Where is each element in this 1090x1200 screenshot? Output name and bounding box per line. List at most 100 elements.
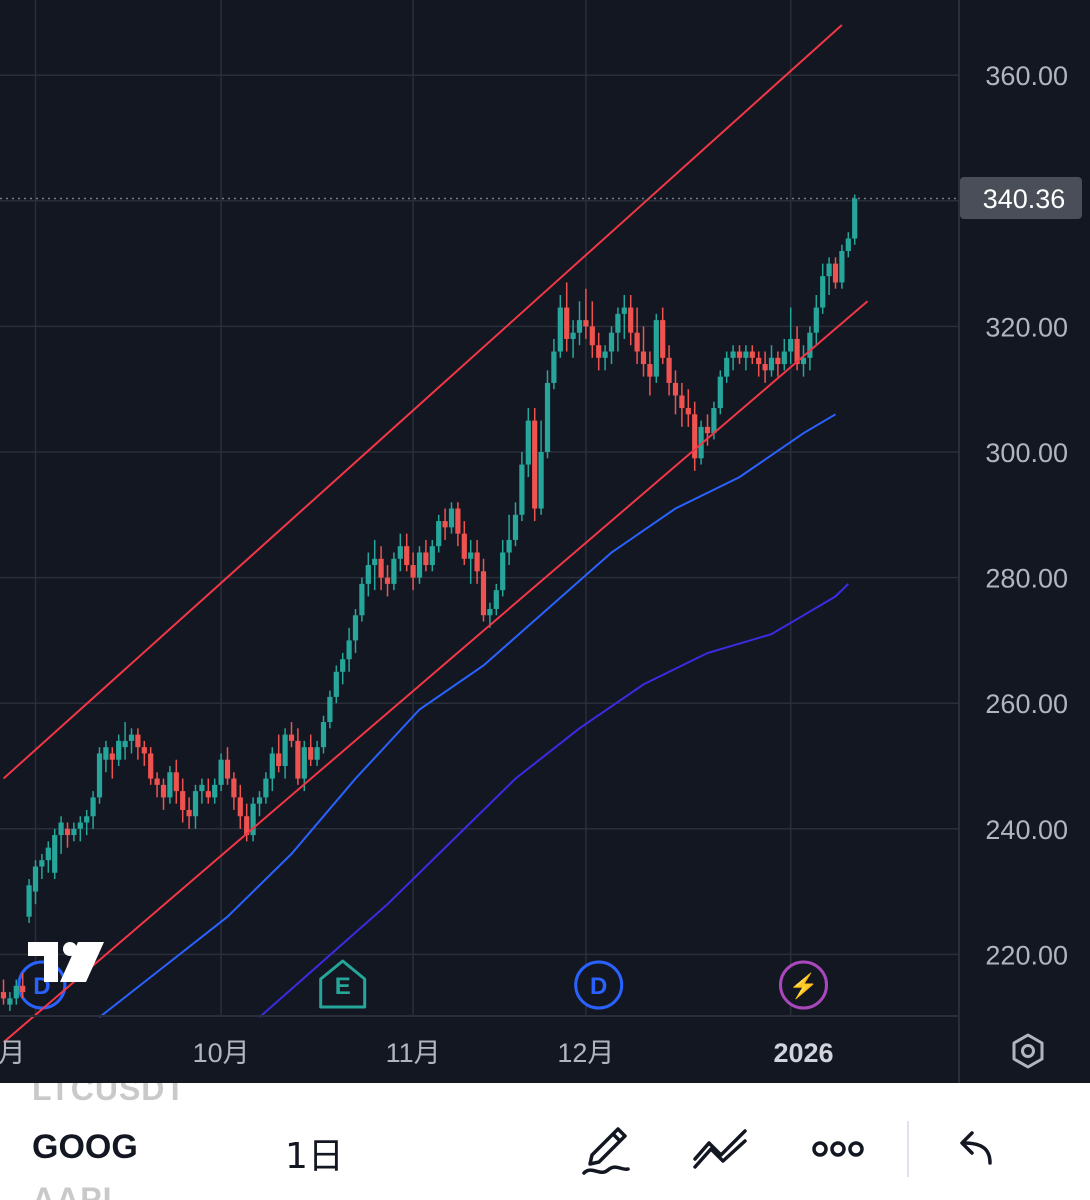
candle[interactable] — [756, 351, 762, 377]
candle[interactable] — [826, 257, 832, 295]
candle[interactable] — [532, 408, 538, 522]
candle[interactable] — [84, 809, 90, 836]
candle[interactable] — [154, 772, 160, 798]
price-axis[interactable]: 360.00340.00320.00300.00280.00260.00240.… — [985, 61, 1068, 970]
candle[interactable] — [730, 345, 736, 371]
candle[interactable] — [551, 338, 557, 390]
candle[interactable] — [404, 533, 410, 572]
candle[interactable] — [26, 879, 32, 923]
candle[interactable] — [7, 992, 13, 1011]
symbol-current[interactable]: GOOG — [32, 1128, 138, 1166]
candle[interactable] — [474, 539, 480, 584]
undo-button[interactable] — [940, 1113, 1010, 1183]
candle[interactable] — [320, 715, 327, 754]
candle[interactable] — [640, 326, 647, 377]
candle[interactable] — [525, 408, 531, 478]
candlestick-chart[interactable]: DED⚡ 360.00340.00320.00300.00280.00260.0… — [0, 0, 1090, 1083]
candle[interactable] — [180, 778, 186, 823]
candle[interactable] — [736, 345, 743, 365]
candle[interactable] — [244, 803, 250, 842]
candle[interactable] — [493, 583, 499, 616]
candle[interactable] — [634, 307, 640, 365]
candle[interactable] — [20, 973, 26, 999]
candle[interactable] — [410, 552, 416, 591]
settings-icon[interactable] — [1012, 1033, 1044, 1069]
candle[interactable] — [800, 345, 807, 377]
candle[interactable] — [148, 747, 154, 785]
candle[interactable] — [378, 546, 384, 591]
symbol-prev[interactable]: LTCUSDT — [32, 1083, 186, 1107]
candle[interactable] — [103, 740, 109, 773]
candle[interactable] — [391, 552, 397, 591]
candle[interactable] — [212, 778, 218, 804]
candle[interactable] — [429, 539, 435, 572]
candle[interactable] — [704, 414, 711, 446]
candle[interactable] — [237, 784, 243, 829]
candle[interactable] — [660, 307, 666, 365]
candle[interactable] — [628, 295, 634, 346]
candle[interactable] — [743, 345, 749, 371]
candle[interactable] — [692, 401, 698, 471]
candle[interactable] — [589, 301, 595, 358]
candle[interactable] — [167, 766, 173, 804]
candle[interactable] — [596, 332, 602, 371]
candle[interactable] — [71, 822, 77, 842]
candle[interactable] — [480, 558, 487, 622]
candle[interactable] — [13, 979, 19, 1005]
candle[interactable] — [0, 979, 7, 1005]
candle[interactable] — [256, 791, 263, 817]
candle[interactable] — [852, 194, 858, 245]
candle[interactable] — [679, 382, 685, 427]
candle[interactable] — [570, 320, 576, 358]
candle[interactable] — [672, 370, 679, 415]
candle[interactable] — [487, 602, 493, 628]
candle[interactable] — [372, 539, 378, 591]
candle[interactable] — [218, 753, 224, 792]
candle[interactable] — [96, 747, 103, 804]
candle[interactable] — [820, 263, 826, 314]
candle[interactable] — [224, 747, 231, 785]
candle[interactable] — [813, 295, 819, 346]
candle[interactable] — [512, 502, 519, 547]
candle[interactable] — [205, 778, 211, 804]
tradingview-logo[interactable] — [28, 942, 104, 982]
candle[interactable] — [282, 728, 288, 779]
candle[interactable] — [365, 552, 371, 597]
candle[interactable] — [749, 345, 755, 365]
candle[interactable] — [544, 370, 551, 459]
candle[interactable] — [602, 345, 608, 371]
candle[interactable] — [506, 514, 512, 566]
indicators-button[interactable] — [685, 1113, 755, 1183]
chart-area[interactable]: DED⚡ 360.00340.00320.00300.00280.00260.0… — [0, 0, 1090, 1083]
candle[interactable] — [448, 502, 455, 534]
candle[interactable] — [615, 307, 621, 352]
candle[interactable] — [141, 740, 147, 766]
candle[interactable] — [301, 740, 307, 792]
candle[interactable] — [647, 351, 653, 396]
candle[interactable] — [128, 728, 135, 754]
candle[interactable] — [45, 841, 51, 873]
interval-selector[interactable]: 1日 — [285, 1136, 344, 1177]
candle[interactable] — [250, 797, 256, 842]
candle[interactable] — [461, 521, 467, 566]
candle[interactable] — [352, 609, 359, 653]
candle[interactable] — [116, 734, 122, 766]
candle[interactable] — [276, 734, 282, 773]
candle[interactable] — [160, 778, 167, 810]
candle[interactable] — [416, 546, 423, 584]
candle[interactable] — [77, 816, 83, 842]
candle[interactable] — [717, 370, 723, 415]
candle[interactable] — [724, 351, 730, 383]
dividend-event-icon[interactable]: D — [574, 960, 624, 1010]
more-button[interactable] — [803, 1113, 873, 1183]
candle[interactable] — [698, 420, 704, 465]
candle[interactable] — [436, 514, 442, 553]
candle[interactable] — [807, 326, 813, 371]
candle[interactable] — [768, 345, 775, 377]
candle[interactable] — [781, 338, 787, 371]
candle[interactable] — [32, 860, 39, 905]
candle[interactable] — [583, 288, 589, 339]
candle[interactable] — [173, 759, 179, 804]
candle[interactable] — [468, 539, 474, 584]
candle[interactable] — [557, 295, 563, 358]
